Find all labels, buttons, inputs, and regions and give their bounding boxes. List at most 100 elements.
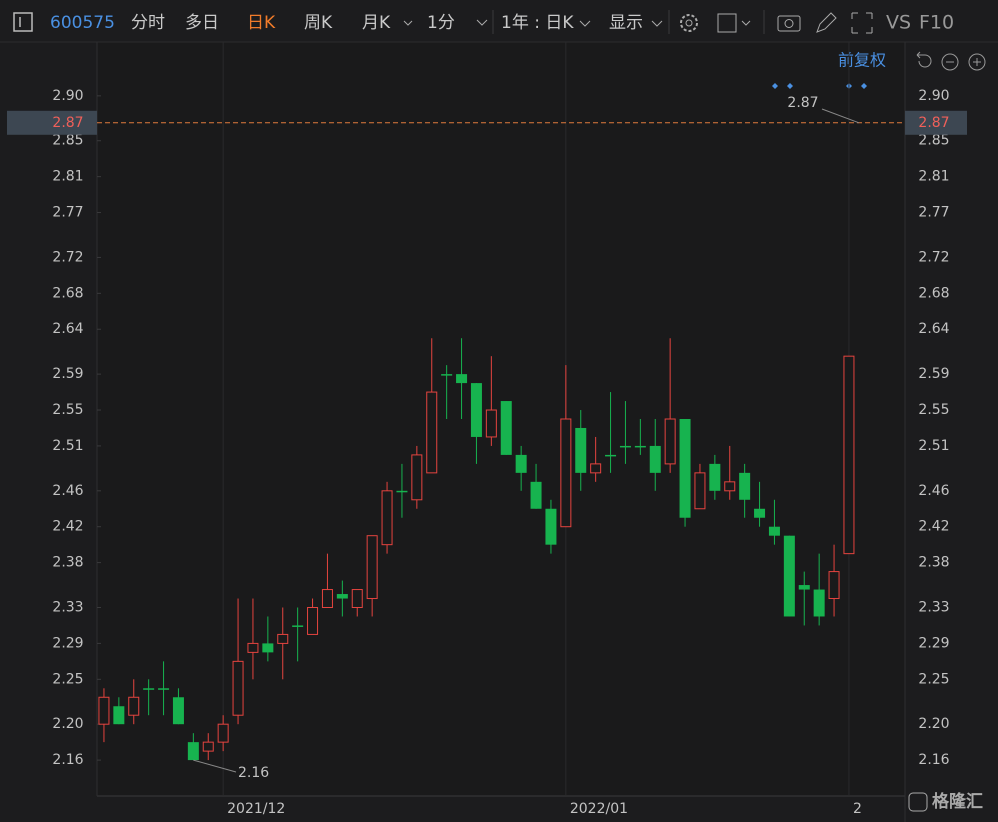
candle-body [694,472,706,510]
interval[interactable]: 1分 [427,13,455,33]
f10-button[interactable]: F10 [919,12,954,34]
candle-body [113,706,125,725]
y-tick-label: 2.72 [52,249,83,265]
y-tick-label: 2.20 [52,716,83,732]
watermark: 格隆汇 [932,791,983,812]
annotation-leader [193,759,237,773]
tab[interactable]: 月K [362,13,391,33]
candle-body [336,594,348,599]
tab[interactable]: 分时 [131,13,165,33]
candle-body [321,589,333,608]
candle-body [307,607,319,635]
candle-body [351,589,363,608]
undo-icon[interactable] [916,51,932,68]
y-tick-label: 2.77 [52,205,83,221]
zoom-in-bar [973,58,981,66]
y2-tick-label: 2.90 [918,88,949,104]
annotation: 2.16 [238,765,269,781]
candle-body [485,409,497,438]
candle-body [187,742,199,761]
candle-body [128,696,140,716]
settings-icon[interactable] [680,14,698,32]
pencil-icon[interactable] [816,12,837,33]
candle-body [813,589,825,617]
candle-body [575,427,587,473]
y2-tick-label: 2.25 [918,671,949,687]
y-tick-label: 2.42 [52,519,83,535]
y2-tick-label: 2.55 [918,402,949,418]
candle-body [247,642,259,653]
candle-body [634,445,646,448]
y2-tick-label: 2.85 [918,133,949,149]
candle-body [515,454,527,473]
watermark-logo [908,792,928,812]
candle-body [456,374,468,384]
range[interactable]: 1年 : 日K [501,13,574,33]
y-tick-label: 2.90 [52,88,83,104]
zoom-out-icon[interactable] [941,53,959,71]
candle-body [143,688,155,690]
camera-lens [784,19,794,28]
candle-body [664,418,676,465]
y-tick-label: 2.81 [52,169,83,185]
tab[interactable]: 周K [304,13,333,33]
candle-body [768,526,780,536]
chevron [651,20,663,27]
tab[interactable]: 多日 [185,13,219,33]
display[interactable]: 显示 [609,13,643,33]
y2-tick-label: 2.51 [918,438,949,454]
chevron [741,20,751,26]
candle-body [798,585,810,590]
y2-tick-label: 2.59 [918,366,949,382]
y-tick-label: 2.59 [52,366,83,382]
y-tick-label: 2.55 [52,402,83,418]
candle-body [605,454,617,457]
chevron [579,20,591,27]
y2-tick-label: 2.64 [918,321,949,337]
chevron[interactable] [476,19,488,26]
candle-body [366,535,378,600]
y-tick-label: 2.38 [52,555,83,571]
candle-body [232,660,244,716]
candle-body [202,741,214,752]
candle-body [470,383,482,437]
x-tick-label: 2 [853,801,862,817]
annotation: 2.87 [787,95,818,111]
y-tick-label: 2.64 [52,321,83,337]
expand-icon[interactable] [851,12,873,34]
candle-body [98,696,110,725]
y-tick-label: 2.68 [52,285,83,301]
candles [98,338,855,761]
candle-body [560,418,572,528]
menu-icon[interactable] [13,12,33,32]
overlay: 2.87 2.87 2.87 2.16 [7,95,967,781]
candle-body [217,723,229,743]
y-tick-label: 2.33 [52,600,83,616]
vs-button[interactable]: VS [886,12,911,34]
candle-body [783,535,795,617]
adjust-mode[interactable]: 前复权 [838,51,886,70]
settings-icon-core [685,19,693,27]
y2-tick-label: 2.42 [918,519,949,535]
y-tick-label: 2.51 [52,438,83,454]
price-tag: 2.87 [52,115,83,131]
chevron [403,20,413,26]
candle-body [649,445,661,473]
candle-body [158,688,170,690]
candle-body [545,508,557,545]
tab-active[interactable]: 日K [247,13,276,33]
y2-tick-label: 2.20 [918,716,949,732]
candle-body [381,490,393,546]
layout-icon[interactable] [717,13,737,33]
y2-tick-label: 2.68 [918,285,949,301]
y2-tick-label: 2.72 [918,249,949,265]
camera-icon[interactable] [777,15,801,32]
candle-body [754,508,766,518]
zoom-in-icon[interactable] [968,53,986,71]
stock-code[interactable]: 600575 [50,13,115,33]
grid: 2.90 2.90 2.85 2.85 2.81 2.81 2.77 2.77 2.72 2.72… [52,42,950,817]
y2-tick-label: 2.46 [918,483,949,499]
candle-body [828,571,840,600]
y2-tick-label: 2.38 [918,555,949,571]
y2-tick-label: 2.77 [918,205,949,221]
